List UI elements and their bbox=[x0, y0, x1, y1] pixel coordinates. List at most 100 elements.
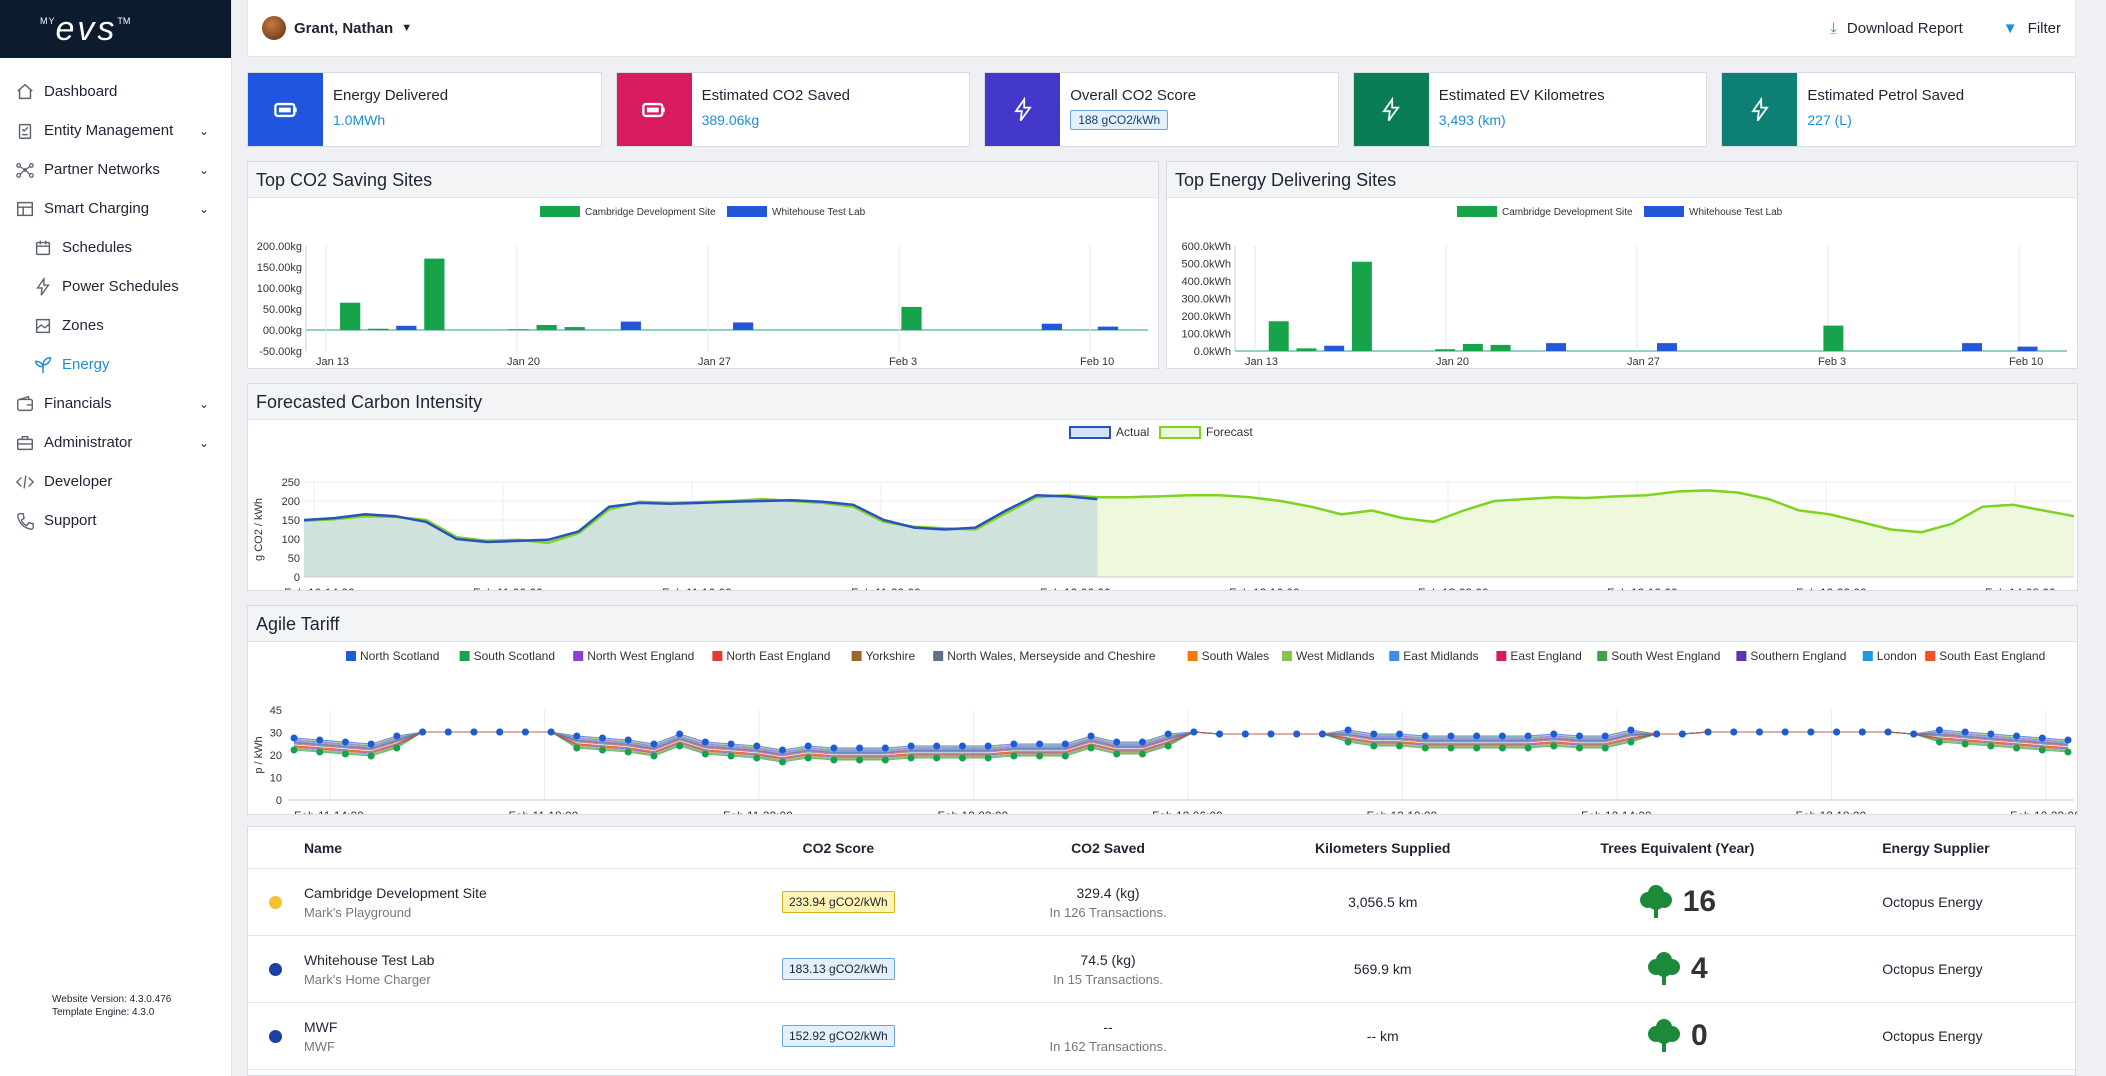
chevron-down-icon[interactable]: ⌄ bbox=[198, 123, 209, 138]
site-name[interactable]: Cambridge Development Site bbox=[303, 884, 487, 901]
logo[interactable]: MY evs TM bbox=[0, 0, 231, 58]
x-tick-label: Feb 11 18:00 bbox=[509, 809, 579, 814]
x-tick-label: Jan 27 bbox=[698, 356, 731, 368]
sidebar-item-energy[interactable]: Energy bbox=[0, 345, 231, 384]
tariff-point bbox=[367, 752, 375, 760]
site-name[interactable]: Whitehouse Test Lab bbox=[303, 951, 435, 968]
chevron-down-icon[interactable]: ▼ bbox=[401, 22, 413, 34]
sidebar-item-schedules[interactable]: Schedules bbox=[0, 228, 231, 267]
stat-label: Overall CO2 Score bbox=[1070, 87, 1197, 104]
y-axis-label: p / kWh bbox=[253, 736, 265, 773]
tariff-point bbox=[804, 742, 812, 750]
col-km[interactable]: Kilometers Supplied bbox=[1315, 839, 1451, 856]
bar bbox=[733, 322, 754, 330]
sidebar-item-label: Schedules bbox=[62, 239, 133, 256]
co2-saved: -- bbox=[1103, 1018, 1113, 1035]
col-supplier[interactable]: Energy Supplier bbox=[1882, 839, 1990, 856]
tariff-point bbox=[1164, 730, 1172, 738]
tariff-line bbox=[293, 731, 2069, 755]
sidebar-item-financials[interactable]: Financials ⌄ bbox=[0, 384, 231, 423]
sidebar-item-zones[interactable]: Zones bbox=[0, 306, 231, 345]
tariff-point bbox=[1087, 744, 1095, 752]
legend-label: Forecast bbox=[1206, 425, 1253, 439]
bar bbox=[340, 302, 361, 330]
tariff-point bbox=[521, 728, 529, 736]
trees-count: 0 bbox=[1691, 1019, 1708, 1052]
tariff-point bbox=[1164, 742, 1172, 750]
x-tick-label: Feb 13 22:00 bbox=[1796, 586, 1867, 590]
sidebar-item-developer[interactable]: Developer bbox=[0, 462, 231, 501]
x-tick-label: Feb 12 18:00 bbox=[1796, 809, 1867, 814]
chevron-down-icon[interactable]: ⌄ bbox=[198, 201, 209, 216]
tariff-point bbox=[804, 754, 812, 762]
tariff-point bbox=[2064, 736, 2072, 744]
x-tick-label: Feb 12 22:00 bbox=[2010, 809, 2077, 814]
col-score[interactable]: CO2 Score bbox=[802, 839, 875, 856]
sidebar-item-administrator[interactable]: Administrator ⌄ bbox=[0, 423, 231, 462]
sidebar-item-label: Financials bbox=[44, 395, 112, 412]
stat-value: 389.06kg bbox=[701, 112, 760, 128]
trees-count: 4 bbox=[1691, 952, 1708, 985]
stat-value: 227 (L) bbox=[1807, 112, 1852, 128]
col-saved[interactable]: CO2 Saved bbox=[1071, 839, 1145, 856]
chevron-down-icon[interactable]: ⌄ bbox=[198, 435, 209, 450]
energy-delivering-chart[interactable]: Cambridge Development Site Whitehouse Tes… bbox=[1167, 198, 2077, 368]
sidebar-item-partner-networks[interactable]: Partner Networks ⌄ bbox=[0, 150, 231, 189]
y-tick-label: 600.0kWh bbox=[1181, 241, 1231, 253]
logo-evs: evs bbox=[55, 10, 118, 48]
sidebar-item-support[interactable]: Support bbox=[0, 501, 231, 540]
carbon-intensity-panel: Forecasted Carbon Intensity Actual Foreca… bbox=[247, 383, 2078, 591]
legend-swatch bbox=[540, 206, 580, 217]
col-trees[interactable]: Trees Equivalent (Year) bbox=[1600, 839, 1755, 856]
transactions: In 126 Transactions. bbox=[1049, 904, 1167, 920]
agile-tariff-panel: Agile Tariff North Scotland South Scotlan… bbox=[247, 605, 2078, 815]
carbon-intensity-chart[interactable]: Actual Forecast g CO2 / kWh 250 200 150 100 50 0… bbox=[248, 420, 2077, 590]
col-name[interactable]: Name bbox=[303, 839, 343, 856]
panel-title: Forecasted Carbon Intensity bbox=[248, 384, 2077, 420]
stat-label: Estimated CO2 Saved bbox=[701, 87, 850, 104]
agile-tariff-chart[interactable]: North Scotland South Scotland North West E… bbox=[248, 642, 2077, 814]
tariff-point bbox=[1010, 740, 1018, 748]
chevron-down-icon[interactable]: ⌄ bbox=[198, 162, 209, 177]
avatar[interactable] bbox=[262, 16, 286, 40]
tariff-point bbox=[1627, 726, 1635, 734]
legend-swatch bbox=[459, 651, 470, 661]
legend-label: South West England bbox=[1611, 649, 1720, 663]
tree-icon bbox=[1647, 1017, 1681, 1056]
tariff-point bbox=[830, 756, 838, 764]
sites-table: Name CO2 Score CO2 Saved Kilometers Supp… bbox=[247, 826, 2076, 1076]
km-supplied: -- km bbox=[1366, 1028, 1399, 1044]
bar bbox=[1962, 343, 1983, 351]
tariff-line bbox=[293, 731, 2069, 759]
bar bbox=[1490, 344, 1511, 351]
bar bbox=[1462, 344, 1483, 351]
tariff-point bbox=[1601, 744, 1609, 752]
legend-swatch bbox=[346, 651, 356, 661]
filter-button[interactable]: ▼ Filter bbox=[2003, 20, 2061, 37]
bar bbox=[620, 321, 641, 330]
sidebar-item-label: Partner Networks bbox=[44, 161, 160, 178]
table-row[interactable]: Cambridge Development Site Mark's Playgro… bbox=[248, 869, 2075, 936]
stat-label: Estimated EV Kilometres bbox=[1438, 87, 1605, 104]
download-report-button[interactable]: ⤓ Download Report bbox=[1830, 20, 1963, 37]
bar bbox=[1296, 348, 1317, 351]
tree-icon bbox=[1647, 950, 1681, 989]
table-row[interactable]: Whitehouse Test Lab Mark's Home Charger 18… bbox=[248, 936, 2075, 1003]
user-name[interactable]: Grant, Nathan bbox=[294, 19, 394, 37]
sidebar-item-entity-management[interactable]: Entity Management ⌄ bbox=[0, 111, 231, 150]
network-icon bbox=[14, 159, 36, 181]
tariff-point bbox=[1344, 738, 1352, 746]
bar bbox=[1351, 261, 1372, 351]
tariff-point bbox=[1010, 752, 1018, 760]
bar bbox=[368, 328, 389, 330]
sidebar-item-dashboard[interactable]: Dashboard bbox=[0, 72, 231, 111]
sidebar-item-smart-charging[interactable]: Smart Charging ⌄ bbox=[0, 189, 231, 228]
co2-saving-chart[interactable]: Cambridge Development Site Whitehouse Tes… bbox=[248, 198, 1158, 368]
bar bbox=[564, 327, 585, 330]
table-row[interactable]: MWF MWF 152.92 gCO2/kWh -- In 162 Transactio… bbox=[248, 1003, 2075, 1070]
sidebar-item-power-schedules[interactable]: Power Schedules bbox=[0, 267, 231, 306]
site-name[interactable]: MWF bbox=[303, 1018, 338, 1035]
tariff-point bbox=[1216, 730, 1224, 738]
energy-supplier: Octopus Energy bbox=[1882, 1028, 1983, 1044]
chevron-down-icon[interactable]: ⌄ bbox=[198, 396, 209, 411]
